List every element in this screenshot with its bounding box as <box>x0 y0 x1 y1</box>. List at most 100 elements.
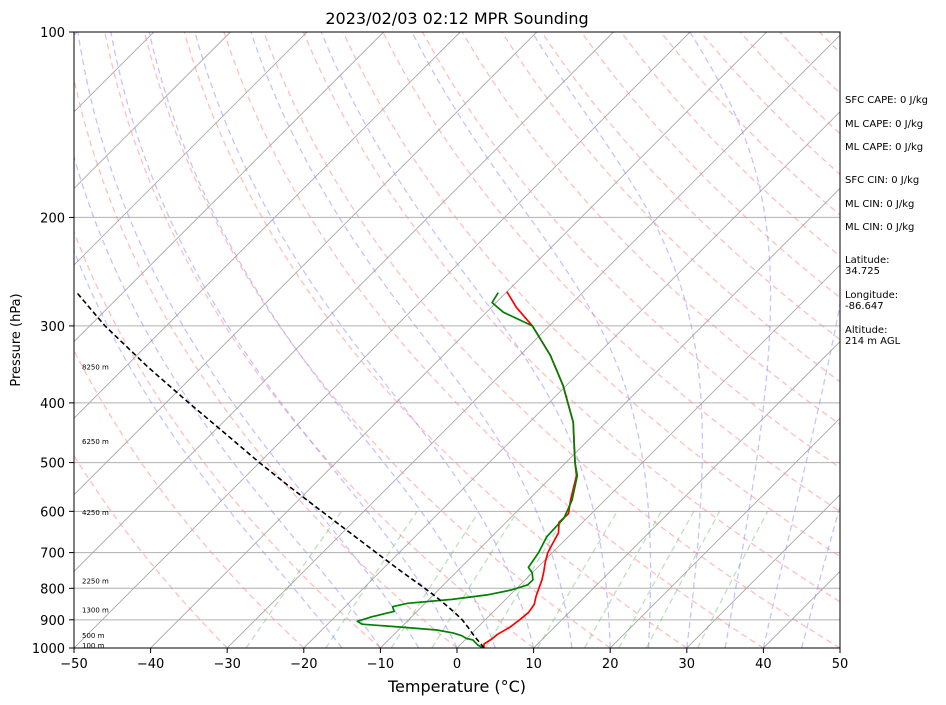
isotherm-line <box>686 494 840 648</box>
longitude-value: -86.647 <box>845 301 884 312</box>
y-tick-label: 900 <box>40 614 65 629</box>
moist-adiabat-line <box>801 504 840 648</box>
moist-adiabat-line <box>411 32 652 648</box>
moist-adiabat-line <box>74 154 381 648</box>
y-tick-label: 300 <box>40 320 65 335</box>
sounding-traces <box>76 291 579 648</box>
moist-adiabat-line <box>250 32 573 648</box>
y-tick-label: 400 <box>40 397 65 412</box>
dry-adiabat-line <box>263 32 840 648</box>
x-tick-label: 40 <box>755 657 772 672</box>
moist-adiabat-line <box>74 248 343 648</box>
height-labels: 100 m 500 m 1300 m 2250 m 4250 m 6250 m 8250 m <box>82 364 109 650</box>
dry-adiabat-line <box>74 76 458 648</box>
mixing-ratio-line <box>325 510 418 648</box>
altitude-value: 214 m AGL <box>845 336 901 347</box>
dry-adiabat-line <box>183 32 688 648</box>
isotherm-line <box>0 32 1 648</box>
isotherm-line <box>456 264 840 648</box>
x-tick-label: −40 <box>137 657 164 672</box>
height-label: 500 m <box>82 632 105 640</box>
mixing-ratio-line <box>431 510 519 648</box>
isotherm-line <box>609 417 840 648</box>
isotherm-line <box>74 32 384 343</box>
dry-adiabat-line <box>74 349 305 648</box>
x-tick-label: −10 <box>367 657 394 672</box>
dry-adiabat-line <box>342 32 840 558</box>
isotherm-line <box>226 34 840 648</box>
moist-adiabat-line <box>194 32 535 648</box>
isotherm-line <box>74 32 461 419</box>
latitude-label: Latitude: <box>845 255 890 266</box>
mixing-ratio-line <box>245 510 342 648</box>
moist-adiabat-line <box>110 32 458 648</box>
isotherm-line <box>533 340 840 648</box>
y-axis-title: Pressure (hPa) <box>9 293 24 386</box>
dry-adiabat-line <box>104 32 534 648</box>
x-tick-label: −50 <box>60 657 87 672</box>
dry-adiabat-line <box>939 32 946 648</box>
dry-adiabat-line <box>74 230 381 648</box>
y-tick-label: 600 <box>40 505 65 520</box>
y-tick-label: 700 <box>40 547 65 562</box>
height-label: 2250 m <box>82 577 109 585</box>
sfc-cape-text: SFC CAPE: 0 J/kg <box>845 95 928 106</box>
sfc-cin-text: SFC CIN: 0 J/kg <box>845 175 920 186</box>
dry-adiabat-line <box>143 32 611 648</box>
altitude-label: Altitude: <box>845 325 888 336</box>
mixing-ratio-line <box>390 510 480 648</box>
isotherm-line <box>150 32 767 648</box>
x-tick-label: 0 <box>453 657 461 672</box>
y-tick-label: 100 <box>40 26 65 41</box>
y-axis: 100 200 300 400 500 600 700 800 900 1000 <box>32 26 74 657</box>
mixing-ratio-line <box>583 510 662 648</box>
x-tick-label: 50 <box>832 657 849 672</box>
moist-adiabat-line <box>762 301 840 648</box>
isotherm-line <box>74 32 691 648</box>
dry-adiabat-line <box>382 32 840 513</box>
isotherm-line <box>303 111 840 648</box>
x-tick-label: 30 <box>679 657 696 672</box>
isotherm-line <box>380 187 840 648</box>
moist-adiabat-line <box>320 32 611 648</box>
isotherm-line <box>74 32 538 496</box>
plot-area <box>74 32 840 648</box>
height-label: 6250 m <box>82 438 109 446</box>
latitude-value: 34.725 <box>845 266 880 277</box>
height-label: 4250 m <box>82 509 109 517</box>
background-lines <box>0 32 946 648</box>
height-label: 100 m <box>82 642 105 650</box>
x-tick-label: −20 <box>290 657 317 672</box>
x-tick-label: 20 <box>602 657 619 672</box>
moist-adiabat-line <box>531 32 704 648</box>
chart-title: 2023/02/03 02:12 MPR Sounding <box>325 9 588 28</box>
isotherm-line <box>74 32 308 266</box>
mixing-ratio-line <box>536 510 618 648</box>
mixing-ratio-line <box>697 510 769 648</box>
isotherm-line <box>74 32 614 573</box>
mixing-ratio-line <box>484 510 569 648</box>
x-tick-label: −30 <box>213 657 240 672</box>
mixing-ratio-line <box>618 510 695 648</box>
moist-adiabat-line <box>148 32 496 648</box>
x-axis-title: Temperature (°C) <box>387 677 526 696</box>
height-label: 1300 m <box>82 607 109 615</box>
x-axis: −50 −40 −30 −20 −10 0 10 20 30 40 50 <box>60 648 848 672</box>
ml-cin-text: ML CIN: 0 J/kg <box>845 199 915 210</box>
dewpoint-profile-line <box>356 292 579 648</box>
height-label: 8250 m <box>82 364 109 372</box>
ml-cape-text: ML CAPE: 0 J/kg <box>845 119 924 130</box>
isotherm-line <box>74 32 231 190</box>
mixing-ratio-line <box>645 510 721 648</box>
parcel-profile-line <box>76 292 485 648</box>
y-tick-label: 800 <box>40 582 65 597</box>
moist-adiabat-line <box>77 32 420 648</box>
ml-cin-text-2: ML CIN: 0 J/kg <box>845 222 915 233</box>
dry-adiabat-line <box>580 32 840 299</box>
x-tick-label: 10 <box>525 657 542 672</box>
y-tick-label: 1000 <box>32 642 65 657</box>
longitude-label: Longitude: <box>845 290 899 301</box>
y-tick-label: 200 <box>40 211 65 226</box>
moist-adiabat-line <box>689 32 772 648</box>
